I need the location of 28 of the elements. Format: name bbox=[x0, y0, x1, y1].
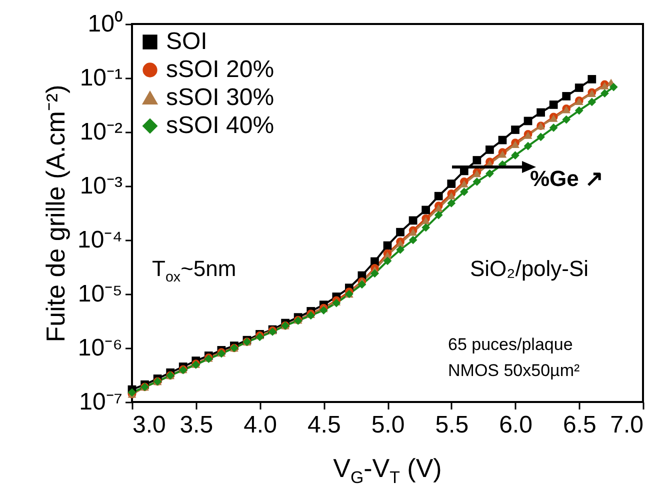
x-tick-label: 6.5 bbox=[562, 412, 596, 438]
legend-label: sSOI 30% bbox=[166, 84, 274, 111]
x-tick-label: 4.5 bbox=[307, 412, 341, 438]
x-axis-title: V$_{G}$-V$_{T}$ (V) bbox=[333, 453, 442, 488]
y-tick-label: 10⁻² bbox=[80, 118, 123, 146]
y-tick-label: 10⁻³ bbox=[80, 172, 123, 200]
legend-label: sSOI 40% bbox=[166, 112, 274, 139]
y-axis-title: Fuite de grille (A.cm⁻²) bbox=[40, 84, 70, 342]
x-tick-label: 7.0 bbox=[610, 412, 644, 438]
y-tick-label: 10⁰ bbox=[88, 10, 122, 38]
annotation: T$_{ox}$~5nm bbox=[152, 256, 236, 286]
x-tick-label: 5.5 bbox=[435, 412, 469, 438]
annotation: SiO₂/poly-Si bbox=[470, 256, 589, 281]
y-tick-label: 10⁻⁷ bbox=[79, 388, 122, 416]
annotation: %Ge ↗ bbox=[530, 166, 604, 191]
y-tick-label: 10⁻⁴ bbox=[77, 226, 122, 254]
annotation: NMOS 50x50µm² bbox=[448, 361, 580, 380]
x-tick-label: 5.0 bbox=[371, 412, 405, 438]
legend-label: SOI bbox=[166, 28, 208, 55]
y-tick-label: 10⁻⁵ bbox=[78, 280, 122, 308]
x-tick-label: 3.0 bbox=[132, 412, 166, 438]
legend-label: sSOI 20% bbox=[166, 56, 274, 83]
y-tick-label: 10⁻⁶ bbox=[78, 334, 122, 362]
x-tick-label: 3.5 bbox=[180, 412, 214, 438]
x-tick-label: 4.0 bbox=[244, 412, 277, 438]
y-tick-label: 10⁻¹ bbox=[80, 64, 123, 92]
annotation: 65 puces/plaque bbox=[448, 335, 573, 354]
x-tick-label: 6.0 bbox=[499, 412, 532, 438]
